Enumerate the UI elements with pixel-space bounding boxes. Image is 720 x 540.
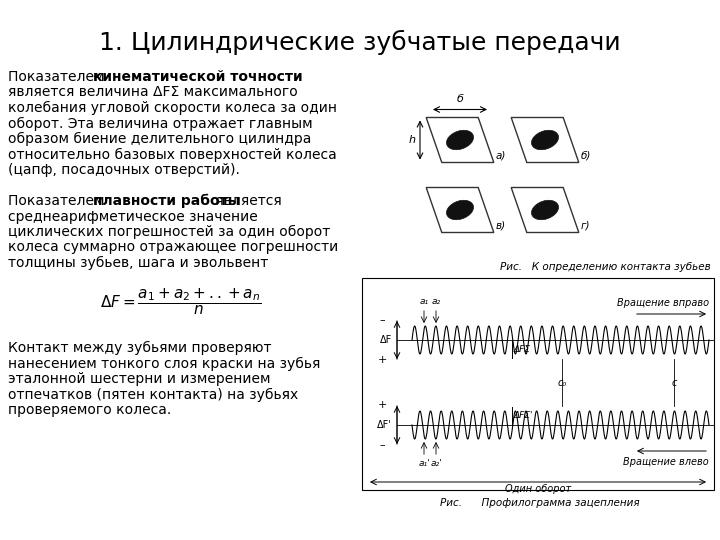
Text: (цапф, посадочных отверстий).: (цапф, посадочных отверстий). (8, 163, 240, 177)
Text: в): в) (496, 220, 506, 231)
Ellipse shape (531, 200, 559, 220)
Text: Показателем: Показателем (8, 194, 109, 208)
Text: проверяемого колеса.: проверяемого колеса. (8, 403, 171, 417)
Text: а): а) (496, 151, 506, 160)
Text: Рис.      Профилограмма зацепления: Рис. Профилограмма зацепления (440, 498, 640, 508)
Text: a₂: a₂ (431, 297, 441, 306)
Text: циклических погрешностей за один оборот: циклических погрешностей за один оборот (8, 225, 330, 239)
Text: толщины зубьев, шага и эвольвент: толщины зубьев, шага и эвольвент (8, 256, 269, 270)
Text: является: является (211, 194, 282, 208)
Text: +: + (377, 400, 387, 410)
Ellipse shape (446, 200, 474, 220)
Text: б: б (456, 93, 464, 104)
Text: Показателем: Показателем (8, 70, 109, 84)
Text: Контакт между зубьями проверяют: Контакт между зубьями проверяют (8, 341, 271, 355)
Text: кинематической точности: кинематической точности (93, 70, 302, 84)
Text: c₀: c₀ (557, 377, 567, 388)
Text: плавности работы: плавности работы (93, 194, 240, 208)
Text: +: + (377, 355, 387, 365)
Text: h: h (409, 135, 416, 145)
Text: a₁': a₁' (418, 459, 430, 468)
Text: Рис.   К определению контакта зубьев: Рис. К определению контакта зубьев (500, 262, 711, 272)
Text: ΔFΣ': ΔFΣ' (514, 411, 534, 421)
Bar (362, 278, 714, 490)
Text: Один оборот: Один оборот (505, 484, 571, 494)
Text: a₂': a₂' (430, 459, 442, 468)
Text: ΔF: ΔF (379, 335, 392, 345)
Text: ΔF': ΔF' (377, 420, 392, 430)
Text: колебания угловой скорости колеса за один: колебания угловой скорости колеса за оди… (8, 101, 337, 115)
Text: образом биение делительного цилиндра: образом биение делительного цилиндра (8, 132, 311, 146)
Text: Вращение вправо: Вращение вправо (617, 298, 709, 308)
Ellipse shape (531, 130, 559, 150)
Text: нанесением тонкого слоя краски на зубья: нанесением тонкого слоя краски на зубья (8, 357, 320, 371)
Ellipse shape (446, 130, 474, 150)
Text: является величина ΔFΣ максимального: является величина ΔFΣ максимального (8, 85, 298, 99)
Text: –: – (379, 440, 384, 450)
Text: $\Delta F = \dfrac{a_1 + a_2 + .. + a_n}{n}$: $\Delta F = \dfrac{a_1 + a_2 + .. + a_n}… (100, 287, 261, 318)
Text: Вращение влево: Вращение влево (624, 457, 709, 467)
Text: относительно базовых поверхностей колеса: относительно базовых поверхностей колеса (8, 147, 337, 161)
Text: ΔFΣ: ΔFΣ (514, 345, 531, 354)
Text: г): г) (581, 220, 590, 231)
Text: c: c (671, 377, 677, 388)
Text: 1. Цилиндрические зубчатые передачи: 1. Цилиндрические зубчатые передачи (99, 30, 621, 55)
Text: –: – (379, 315, 384, 325)
Text: отпечатков (пятен контакта) на зубьях: отпечатков (пятен контакта) на зубьях (8, 388, 298, 402)
Text: среднеарифметическое значение: среднеарифметическое значение (8, 210, 258, 224)
Text: колеса суммарно отражающее погрешности: колеса суммарно отражающее погрешности (8, 240, 338, 254)
Text: эталонной шестерни и измерением: эталонной шестерни и измерением (8, 372, 271, 386)
Text: оборот. Эта величина отражает главным: оборот. Эта величина отражает главным (8, 117, 312, 131)
Text: б): б) (581, 151, 591, 160)
Text: a₁: a₁ (420, 297, 428, 306)
